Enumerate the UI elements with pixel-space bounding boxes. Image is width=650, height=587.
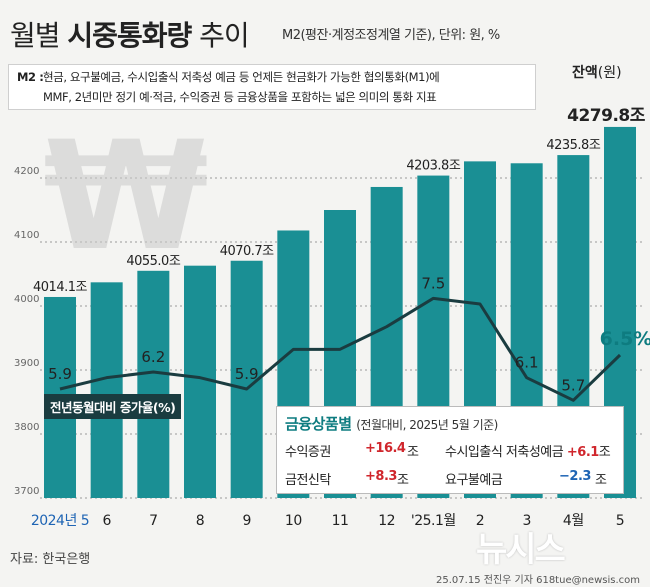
fin-item-3: 요구불예금 −2.3 조 — [445, 469, 607, 488]
growth-value-label: 6.2 — [141, 348, 165, 366]
bar — [184, 265, 216, 498]
x-tick-label: '25.1월 — [411, 513, 456, 529]
growth-legend-label: 전년동월대비 증가율(%) — [44, 394, 182, 419]
definition-line-1: 현금, 요구불예금, 수시입출식 저축성 예금 등 언제든 현금화가 가능한 협… — [43, 70, 440, 84]
fin-item-value: +6.1 — [566, 445, 599, 460]
fin-item-unit: 조 — [598, 445, 611, 460]
y-axis-labels: 3700 3800 3900 4000 4100 4200 — [14, 166, 39, 497]
x-tick-label: 7 — [149, 513, 157, 529]
bar-value-label: 4070.7조 — [220, 244, 274, 259]
x-tick-label: 12 — [378, 513, 395, 529]
bar-value-label: 4055.0조 — [126, 254, 180, 269]
bar — [90, 282, 123, 498]
x-tick-label: 2 — [476, 513, 484, 529]
fin-item-label: 요구불예금 — [445, 473, 503, 488]
title-main: 시중통화량 — [67, 19, 192, 52]
growth-value-label: 6.1 — [515, 354, 539, 372]
newsis-logo: 뉴시스 — [476, 530, 566, 570]
y-tick-label: 3900 — [14, 358, 39, 369]
y-tick-label: 4200 — [14, 166, 39, 177]
x-tick-label: 5 — [616, 513, 624, 529]
definition-line-2: MMF, 2년미만 정기 예·적금, 수익증권 등 금융상품을 포함하는 넓은 … — [43, 90, 437, 104]
x-tick-label: 9 — [242, 513, 250, 529]
svg-text:₩: ₩ — [43, 110, 208, 284]
bar — [137, 270, 170, 498]
source-note: 자료: 한국은행 — [10, 552, 91, 567]
title-suffix: 추이 — [191, 19, 250, 52]
growth-line — [59, 296, 622, 402]
fin-item-label: 수시입출식 저축성예금 — [445, 445, 564, 460]
bar-value-label: 4235.8조 — [546, 138, 600, 153]
fin-item-2: 금전신탁 +8.3 조 — [285, 469, 409, 488]
fin-item-0: 수익증권 +16.4 조 — [285, 441, 419, 460]
x-tick-label: 6 — [102, 513, 111, 529]
chart-title: 월별 시중통화량 추이 — [10, 14, 250, 54]
growth-value-label: 5.7 — [561, 376, 585, 394]
fin-title-text: 금융상품별 — [285, 415, 352, 433]
x-tick-label: 10 — [285, 513, 302, 529]
m2-definition-box: M2 : 현금, 요구불예금, 수시입출식 저축성 예금 등 언제든 현금화가 … — [8, 64, 536, 110]
fin-item-value: +16.4 — [365, 441, 406, 456]
fin-item-unit: 조 — [595, 473, 607, 488]
fin-subtitle: (전월대비, 2025년 5월 기준) — [356, 418, 498, 432]
y-tick-label: 4000 — [14, 294, 39, 305]
bar-value-label: 4279.8조 — [567, 106, 646, 126]
x-tick-label: 2024년 5 — [31, 513, 89, 529]
y-tick-label: 3700 — [14, 486, 39, 497]
x-axis-labels: 2024년 5 6 7 8 9 10 11 12 '25.1월 2 3 4월 5 — [31, 513, 625, 529]
balance-unit: (원) — [597, 65, 622, 81]
growth-value-label: 5.9 — [48, 365, 72, 383]
credit-line: 25.07.15 전진우 기자 618tue@newsis.com — [436, 575, 640, 586]
fin-item-value: −2.3 — [559, 469, 591, 484]
growth-value-label: 6.5% — [600, 328, 650, 350]
title-prefix: 월별 — [10, 19, 68, 52]
balance-label-text: 잔액 — [572, 65, 598, 81]
won-sign-icon: ₩ — [43, 110, 208, 284]
financial-products-box: 금융상품별 (전월대비, 2025년 5월 기준) 수익증권 +16.4 조 수시… — [276, 406, 624, 494]
unit-note: M2(평잔·계정조정계열 기준), 단위: 원, % — [282, 28, 500, 43]
y-tick-label: 4100 — [14, 230, 39, 241]
bar-value-label: 4203.8조 — [406, 159, 460, 174]
balance-legend: 잔액(원) — [572, 62, 622, 82]
bar-value-label: 4014.1조 — [33, 280, 87, 295]
growth-line-series: 5.9 6.2 5.9 7.5 6.1 5.7 6.5% — [48, 274, 650, 402]
x-tick-label: 11 — [332, 513, 349, 529]
y-tick-label: 3800 — [14, 422, 39, 433]
fin-item-value: +8.3 — [365, 469, 397, 484]
fin-item-unit: 조 — [407, 445, 419, 460]
growth-value-label: 7.5 — [421, 274, 445, 292]
bar-value-labels: 4014.1조 4055.0조 4070.7조 4203.8조 4235.8조 4279.… — [33, 106, 646, 295]
x-tick-label: 8 — [196, 513, 204, 529]
x-tick-label: 4월 — [563, 513, 584, 529]
fin-box-title: 금융상품별 (전월대비, 2025년 5월 기준) — [285, 413, 498, 434]
x-tick-label: 3 — [522, 513, 530, 529]
m2-label: M2 : — [17, 70, 44, 84]
fin-item-label: 수익증권 — [285, 445, 331, 460]
fin-item-1: 수시입출식 저축성예금 +6.1조 — [445, 441, 611, 460]
fin-item-label: 금전신탁 — [285, 473, 331, 488]
fin-item-unit: 조 — [397, 473, 409, 488]
growth-value-label: 5.9 — [235, 365, 259, 383]
